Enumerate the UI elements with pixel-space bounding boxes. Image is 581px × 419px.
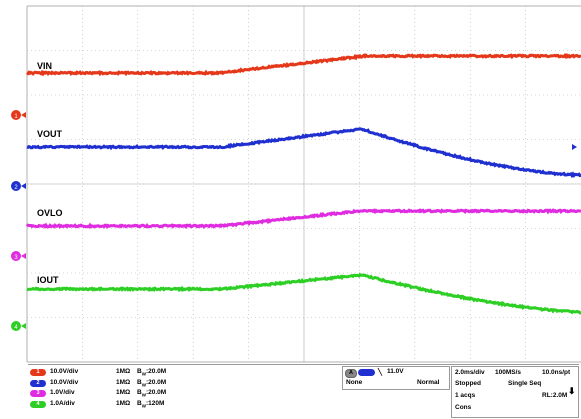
acquisition-readout[interactable]: 2.0ms/div 100MS/s 10.0ns/pt Stopped Sing…	[451, 366, 579, 418]
resolution: 10.0ns/pt	[542, 369, 570, 376]
trigger-mode: Normal	[417, 379, 439, 386]
channel-scale: 1.0V/div	[50, 389, 75, 396]
trigger-coupling: None	[346, 379, 362, 386]
run-mode: Single Seq	[508, 380, 541, 387]
ch3-ground-marker[interactable]: 3	[11, 251, 26, 261]
channel-bandwidth: BW:20.0M	[137, 368, 166, 376]
ch4-ground-marker[interactable]: 4	[11, 321, 26, 331]
down-arrow-icon: ⬇	[568, 386, 576, 397]
channel-bandwidth: BW:20.0M	[137, 379, 166, 387]
channel-readout-row[interactable]: 4 1.0A/div 1MΩ BW:120M	[28, 400, 318, 410]
channel-input-impedance: 1MΩ	[116, 389, 130, 396]
ovlo-label: OVLO	[37, 208, 63, 218]
trigger-channel-pill	[358, 369, 375, 376]
channel-bandwidth: BW:120M	[137, 400, 164, 408]
falling-edge-icon: ╲	[378, 368, 382, 376]
channel-readout-row[interactable]: 2 10.0V/div 1MΩ BW:20.0M	[28, 379, 318, 389]
acq-state: Stopped	[455, 380, 481, 387]
channel-input-impedance: 1MΩ	[116, 368, 130, 375]
channel-readout-row[interactable]: 1 10.0V/div 1MΩ BW:20.0M	[28, 368, 318, 378]
channel-scale: 10.0V/div	[50, 368, 78, 375]
status-bar: 1 10.0V/div 1MΩ BW:20.0M 2 10.0V/div 1MΩ BW:20.…	[28, 364, 579, 419]
sample-rate: 100MS/s	[495, 369, 521, 376]
channel-bandwidth: BW:20.0M	[137, 389, 166, 397]
acq-count: 1 acqs	[455, 392, 475, 399]
vout-label: VOUT	[37, 129, 63, 139]
graticule	[27, 6, 581, 362]
channel-input-impedance: 1MΩ	[116, 400, 130, 407]
channel-scale: 10.0V/div	[50, 379, 78, 386]
channel-badge: 4	[30, 401, 46, 408]
channel-input-impedance: 1MΩ	[116, 379, 130, 386]
trigger-readout[interactable]: A ╲ 11.0V None Normal	[342, 366, 450, 390]
vin-label: VIN	[37, 61, 52, 71]
ch2-ground-marker[interactable]: 2	[11, 181, 26, 191]
iout-label: IOUT	[37, 275, 59, 285]
channel-badge: 1	[30, 369, 46, 376]
channel-scale: 1.0A/div	[50, 400, 75, 407]
channel-readout-row[interactable]: 3 1.0V/div 1MΩ BW:20.0M	[28, 389, 318, 399]
waveform-display: VIN VOUT OVLO IOUT 1 2 3 4	[0, 0, 581, 365]
channel-badge: 2	[30, 380, 46, 387]
ch1-ground-marker[interactable]: 1	[11, 110, 26, 120]
record-length: RL:2.0M	[542, 392, 567, 399]
cal-status: Cons	[455, 404, 471, 411]
trigger-level: 11.0V	[387, 368, 404, 375]
timebase: 2.0ms/div	[455, 369, 485, 376]
trigger-source-badge: A	[345, 369, 357, 378]
channel-badge: 3	[30, 390, 46, 397]
ch2-offscreen-indicator	[572, 144, 577, 150]
